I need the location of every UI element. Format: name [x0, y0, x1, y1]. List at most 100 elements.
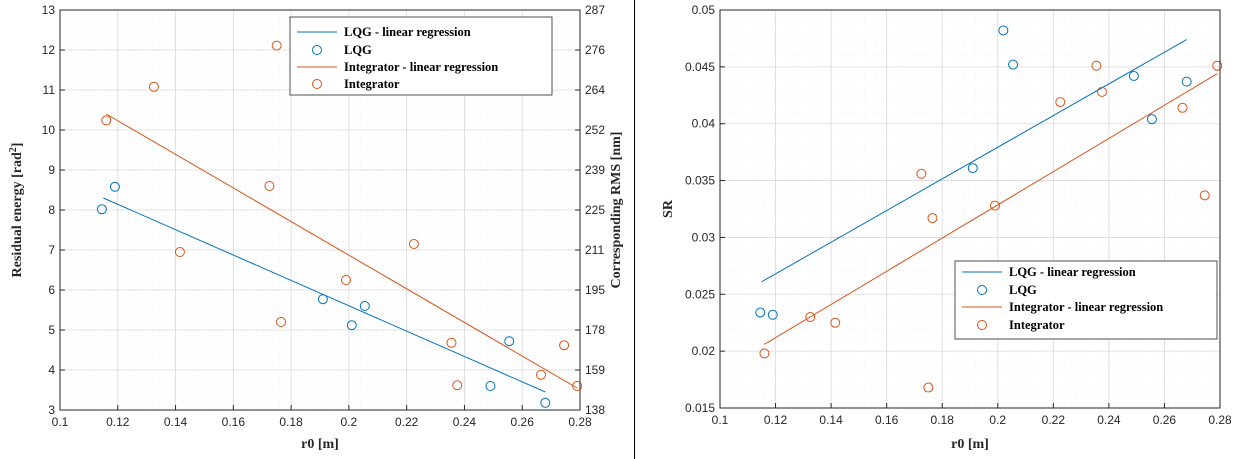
left-legend-integrator-marker-label: Integrator — [344, 77, 400, 91]
left-x-tick-label: 0.1 — [52, 415, 69, 429]
left-x-tick-label: 0.16 — [222, 415, 246, 429]
left-integrator-marker — [276, 317, 286, 327]
right-plot-area — [720, 10, 1220, 408]
left-y2-tick-label: 211 — [585, 243, 604, 257]
left-integrator-marker — [559, 340, 570, 351]
right-x-tick-label: 0.2 — [989, 413, 1006, 427]
left-y2-tick-label: 225 — [585, 203, 605, 217]
right-chart: 0.1 0.12 0.14 0.16 0.18 0.2 0.22 0.24 0.26 0.28 0.… — [661, 3, 1232, 452]
left-x-tick-label: 0.18 — [279, 415, 303, 429]
left-integrator-marker — [341, 275, 351, 285]
right-integrator-marker — [990, 200, 1000, 211]
left-lqg-marker — [359, 301, 370, 311]
left-integrator-marker — [148, 81, 159, 92]
left-legend-integrator-marker-swatch — [312, 79, 322, 89]
right-tick-labels: 0.1 0.12 0.14 0.16 0.18 0.2 0.22 0.24 0.26 0.28 0.… — [685, 3, 1232, 427]
left-integrator-marker — [264, 181, 275, 191]
right-lqg-marker — [1181, 76, 1192, 87]
left-y2-tick-label: 239 — [585, 163, 605, 177]
right-legend-integrator-marker-label: Integrator — [1009, 318, 1065, 332]
right-integrator-regression-line — [764, 73, 1218, 345]
left-y-tick-label: 13 — [42, 3, 56, 17]
right-x-axis-label: r0 [m] — [951, 437, 989, 452]
right-lqg-marker — [998, 25, 1009, 36]
left-x-tick-label: 0.2 — [341, 415, 358, 429]
right-y-tick-label: 0.02 — [692, 344, 716, 358]
right-x-tick-label: 0.22 — [1042, 413, 1066, 427]
right-integrator-marker — [805, 312, 816, 323]
right-series-layer — [755, 25, 1223, 393]
left-legend-box — [289, 16, 553, 96]
left-y-axis-label: Residual energy [rad2] — [8, 143, 25, 278]
left-lqg-marker — [485, 381, 496, 391]
right-legend-box — [954, 260, 1218, 340]
left-integrator-marker — [408, 239, 419, 249]
left-y-tick-label: 4 — [48, 363, 55, 377]
left-y2-tick-label: 287 — [585, 3, 605, 17]
right-y-tick-label: 0.04 — [692, 117, 716, 131]
left-integrator-marker — [174, 247, 185, 257]
right-y-tick-label: 0.015 — [685, 401, 715, 415]
right-y-tick-label: 0.045 — [685, 60, 715, 74]
panel-divider — [634, 0, 635, 459]
left-y2-tick-label: 195 — [585, 283, 605, 297]
right-lqg-marker — [967, 163, 978, 174]
left-x-tick-label: 0.12 — [106, 415, 130, 429]
left-x-tick-label: 0.14 — [164, 415, 188, 429]
left-y2-tick-label: 159 — [585, 363, 605, 377]
left-integrator-marker — [271, 40, 282, 51]
left-y-tick-label: 8 — [48, 203, 55, 217]
left-y-tick-label: 10 — [42, 123, 56, 137]
left-y2-tick-label: 276 — [585, 43, 605, 57]
right-legend-integrator-line-label: Integrator - linear regression — [1009, 300, 1163, 314]
left-axes-box — [59, 9, 581, 411]
left-x-tick-label: 0.26 — [511, 415, 535, 429]
right-legend-lqg-marker-label: LQG — [1009, 283, 1037, 297]
left-y-tick-label: 3 — [48, 403, 55, 417]
left-integrator-marker — [572, 381, 583, 391]
right-y-axis-label: SR — [661, 199, 676, 218]
right-integrator-marker — [923, 382, 934, 393]
left-lqg-marker — [317, 294, 328, 305]
right-integrator-marker — [916, 168, 927, 179]
left-integrator-regression-line — [105, 113, 578, 389]
right-lqg-marker — [767, 309, 778, 320]
left-lqg-marker — [540, 397, 551, 408]
left-y-tick-label: 7 — [48, 243, 55, 257]
right-x-tick-label: 0.18 — [931, 413, 955, 427]
left-legend: LQG - linear regression LQG Integrator -… — [289, 16, 553, 96]
right-axes-box — [719, 9, 1221, 409]
left-integrator-marker — [536, 369, 546, 380]
left-integrator-marker — [446, 337, 457, 348]
left-lqg-marker — [346, 320, 357, 331]
right-x-tick-label: 0.12 — [764, 413, 788, 427]
right-y-tick-label: 0.025 — [685, 287, 715, 301]
right-lqg-regression-line — [761, 39, 1187, 283]
left-lqg-marker — [504, 336, 515, 347]
right-lqg-marker — [1008, 59, 1019, 70]
right-integrator-marker — [759, 348, 770, 359]
left-x-tick-label: 0.28 — [568, 415, 592, 429]
right-y-tick-label: 0.035 — [685, 174, 715, 188]
right-integrator-marker — [927, 213, 938, 224]
right-integrator-marker — [1091, 60, 1102, 71]
left-lqg-marker — [109, 181, 120, 192]
right-y-tick-label: 0.05 — [692, 3, 716, 17]
right-legend: LQG - linear regression LQG Integrator -… — [954, 260, 1218, 340]
right-x-tick-label: 0.24 — [1097, 413, 1121, 427]
right-integrator-marker — [1096, 86, 1107, 97]
left-x-tick-label: 0.24 — [453, 415, 477, 429]
right-y-tick-label: 0.03 — [692, 230, 716, 244]
left-x-axis-label: r0 [m] — [301, 437, 339, 452]
right-legend-lqg-line-label: LQG - linear regression — [1009, 265, 1136, 279]
left-tick-labels: 0.1 0.12 0.14 0.16 0.18 0.2 0.22 0.24 0.26 0.28 3 1… — [42, 3, 606, 429]
right-legend-integrator-marker-swatch — [977, 320, 987, 330]
left-y2-tick-label: 264 — [585, 83, 605, 97]
right-x-tick-label: 0.14 — [819, 413, 843, 427]
right-lqg-marker — [1146, 114, 1157, 125]
left-integrator-marker — [452, 380, 463, 391]
left-series-layer — [96, 40, 583, 408]
left-y-tick-label: 9 — [48, 163, 55, 177]
right-lqg-marker — [1128, 70, 1139, 81]
